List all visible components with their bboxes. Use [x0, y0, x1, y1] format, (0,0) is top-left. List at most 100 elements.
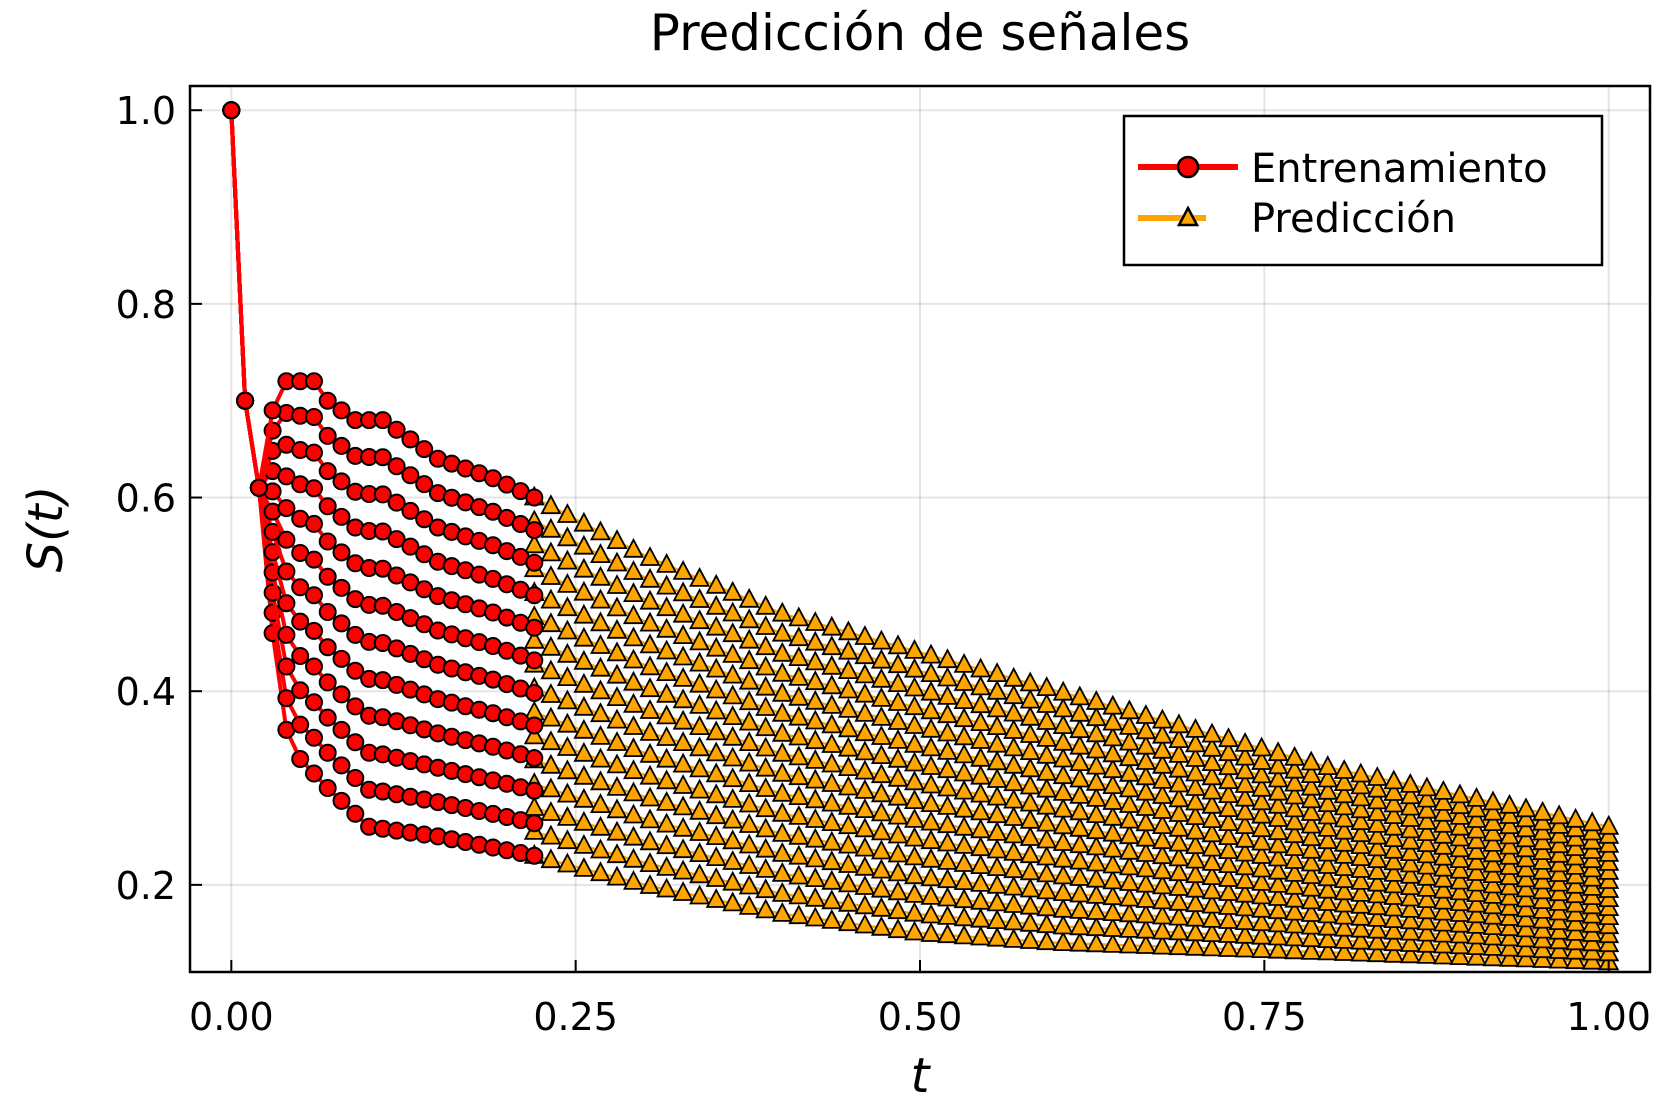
data-point	[556, 526, 578, 547]
data-point	[1482, 831, 1504, 852]
data-point	[1383, 919, 1405, 940]
data-point	[1019, 740, 1041, 760]
data-point	[1515, 887, 1537, 908]
data-point	[1565, 836, 1587, 856]
data-point	[1499, 926, 1520, 947]
data-point	[277, 689, 296, 708]
data-point	[1416, 865, 1438, 886]
data-point	[771, 681, 793, 702]
data-point	[1449, 869, 1471, 890]
data-point	[1168, 787, 1190, 808]
data-point	[623, 869, 644, 890]
data-point	[1300, 763, 1322, 783]
data-point	[970, 782, 992, 803]
data-point	[1019, 826, 1041, 846]
data-point	[1532, 840, 1554, 860]
data-point	[606, 798, 628, 819]
data-point	[722, 891, 744, 912]
data-point	[1201, 765, 1223, 786]
data-point	[788, 904, 810, 925]
data-point	[755, 716, 777, 737]
data-point	[1317, 915, 1339, 936]
data-point	[1003, 771, 1025, 792]
data-point	[722, 580, 744, 601]
data-point	[1317, 928, 1339, 948]
data-point	[1366, 836, 1388, 857]
data-point	[1069, 800, 1091, 821]
data-point	[525, 586, 544, 605]
data-point	[1482, 852, 1504, 873]
data-point	[1416, 776, 1438, 797]
data-point	[1432, 922, 1454, 943]
data-point	[573, 833, 595, 854]
data-point	[387, 420, 406, 439]
data-point	[887, 918, 909, 939]
data-point	[837, 697, 859, 718]
data-point	[870, 705, 892, 726]
data-point	[1532, 918, 1554, 939]
data-point	[722, 705, 744, 725]
data-point	[738, 690, 760, 711]
data-point	[1449, 858, 1471, 879]
data-point	[401, 537, 420, 556]
data-point	[1118, 808, 1140, 829]
data-point	[305, 514, 323, 533]
data-point	[1581, 811, 1603, 832]
y-tick-label: 1.0	[116, 89, 176, 133]
data-point	[573, 764, 595, 785]
data-point	[1201, 850, 1223, 871]
data-point	[788, 685, 810, 706]
data-point	[1019, 671, 1041, 692]
data-point	[1366, 930, 1388, 951]
data-point	[788, 765, 810, 786]
data-point	[525, 488, 544, 507]
data-point	[953, 761, 975, 782]
data-point	[1201, 736, 1223, 757]
data-point	[1218, 867, 1239, 887]
data-point	[904, 657, 925, 678]
data-point	[887, 899, 909, 920]
data-point	[1399, 772, 1421, 793]
data-point	[986, 891, 1008, 912]
data-point	[1317, 767, 1339, 788]
data-point	[556, 642, 578, 663]
data-point	[1069, 816, 1091, 837]
data-point	[573, 695, 595, 716]
data-point	[623, 825, 644, 846]
data-point	[1069, 718, 1091, 739]
data-point	[540, 517, 562, 538]
data-point	[1432, 856, 1454, 877]
data-point	[738, 772, 760, 792]
data-point	[1151, 934, 1173, 955]
data-point	[556, 689, 578, 710]
data-point	[837, 620, 859, 641]
data-point	[1482, 925, 1504, 946]
legend-marker-entrenamiento	[1176, 155, 1200, 179]
data-point	[953, 924, 975, 945]
data-point	[305, 657, 323, 676]
data-point	[1151, 844, 1173, 865]
data-point	[1383, 827, 1405, 848]
data-point	[821, 811, 843, 831]
data-point	[887, 842, 909, 863]
data-point	[854, 721, 876, 742]
data-point	[1284, 771, 1306, 792]
data-point	[986, 768, 1008, 788]
data-point	[525, 749, 544, 768]
data-point	[540, 541, 562, 562]
data-point	[986, 856, 1008, 876]
data-point	[821, 693, 843, 714]
data-point	[1085, 819, 1107, 840]
data-point	[755, 615, 777, 635]
data-point	[705, 783, 727, 804]
data-point	[606, 731, 628, 751]
data-point	[804, 611, 826, 631]
data-point	[1432, 845, 1454, 866]
data-point	[332, 685, 351, 704]
data-point	[1151, 889, 1173, 910]
data-point	[1118, 746, 1140, 767]
data-point	[1069, 849, 1091, 870]
data-point	[1432, 911, 1454, 932]
data-point	[904, 882, 925, 903]
data-point	[1102, 805, 1124, 826]
